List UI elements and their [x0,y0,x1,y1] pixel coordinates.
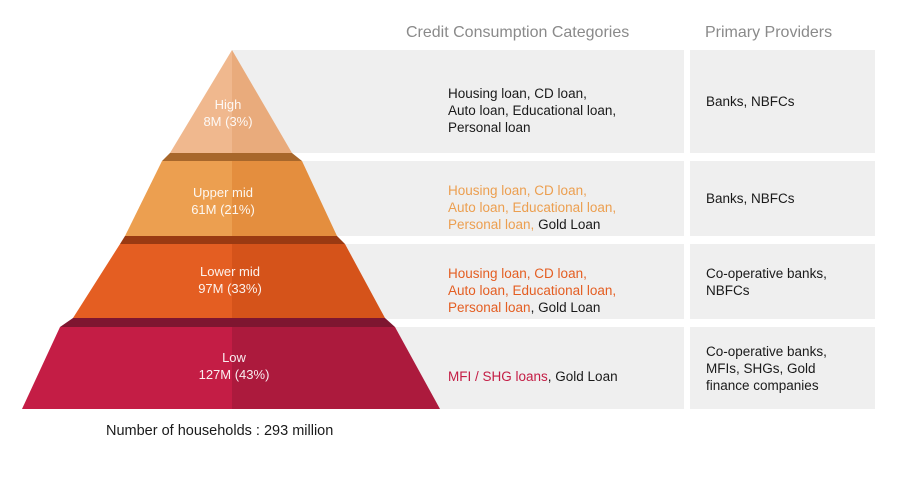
categories-text-high: Housing loan, CD loan, Auto loan, Educat… [448,68,616,136]
tier-value: 127M (43%) [198,367,270,382]
pyramid-tier-high-right [232,50,292,153]
tier-label-upper-mid: Upper mid 61M (21%) [153,184,293,218]
pyramid-tier-upper-mid-top [162,153,302,161]
pyramid-tier-lower-mid-right [232,244,385,318]
tier-name: Lower mid [200,264,260,279]
pyramid-tier-high-left [170,50,232,153]
categories-cell-high: Housing loan, CD loan, Auto loan, Educat… [232,50,684,153]
providers-text-lower-mid: Co-operative banks, NBFCs [706,265,827,298]
providers-text-high: Banks, NBFCs [706,94,795,109]
tier-value: 61M (21%) [191,202,255,217]
tier-label-lower-mid: Lower mid 97M (33%) [160,263,300,297]
categories-segment-gold: , Gold Loan [530,299,601,315]
providers-cell-low: Co-operative banks, MFIs, SHGs, Gold fin… [690,327,875,409]
providers-text-low: Co-operative banks, MFIs, SHGs, Gold fin… [706,343,827,393]
households-total: Number of households : 293 million [106,423,334,439]
pyramid-tier-lower-mid-top [120,236,345,244]
household-pyramid [22,50,440,409]
pyramid-tier-lower-mid-left [73,244,232,318]
categories-segment-gold: , Gold Loan [547,369,618,384]
categories-text-low: MFI / SHG loans, Gold Loan [448,351,618,385]
pyramid-tier-upper-mid-left [125,161,232,236]
providers-cell-high: Banks, NBFCs [690,50,875,153]
providers-cell-upper-mid: Banks, NBFCs [690,161,875,236]
pyramid-tier-low-left [22,327,232,409]
categories-header: Credit Consumption Categories [406,24,630,41]
categories-segment-crimson: MFI / SHG loans [448,369,548,384]
providers-text-upper-mid: Banks, NBFCs [706,191,795,206]
categories-text-lower-mid: Housing loan, CD loan, Auto loan, Educat… [448,248,616,316]
tier-name: High [214,97,242,112]
tier-label-high: High 8M (3%) [158,96,298,130]
categories-segment: Housing loan, CD loan, Auto loan, Educat… [448,85,617,135]
providers-header: Primary Providers [705,24,833,41]
tier-label-low: Low 127M (43%) [164,349,304,383]
tier-value: 8M (3%) [203,114,253,129]
pyramid-tier-low-top [60,318,395,327]
categories-segment-red-orange: Housing loan, CD loan, Auto loan, Educat… [448,265,617,315]
categories-text-upper-mid: Housing loan, CD loan, Auto loan, Educat… [448,165,616,233]
categories-segment-orange: Housing loan, CD loan, Auto loan, Educat… [448,182,617,232]
tier-name: Low [222,350,246,365]
providers-cell-lower-mid: Co-operative banks, NBFCs [690,244,875,319]
tier-value: 97M (33%) [198,281,262,296]
pyramid-tier-upper-mid-right [232,161,337,236]
tier-name: Upper mid [193,185,253,200]
categories-segment-gold: Gold Loan [538,216,601,232]
pyramid-tier-low-right [232,327,440,409]
